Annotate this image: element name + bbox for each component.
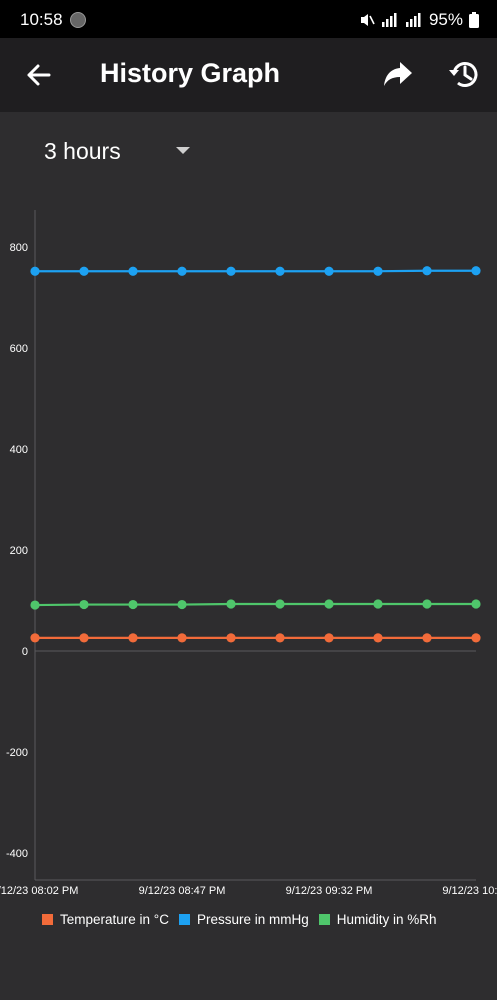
legend-label: Temperature in °C (60, 912, 169, 927)
y-tick-label: 400 (10, 444, 28, 456)
data-point (128, 599, 138, 610)
data-point (324, 266, 334, 276)
status-bar: 10:58 95% (0, 0, 497, 38)
mute-icon (360, 14, 375, 26)
time-range-value: 3 hours (44, 138, 121, 164)
notification-badge-icon (70, 12, 86, 28)
data-point (422, 599, 432, 609)
data-point (373, 599, 383, 609)
legend-item: Temperature in °C (42, 912, 169, 927)
y-tick-label: 600 (10, 343, 28, 355)
signal-icon (381, 13, 397, 27)
data-point (128, 633, 138, 643)
data-point (373, 633, 383, 643)
data-point (79, 266, 89, 276)
legend-swatch (318, 914, 330, 925)
data-point (275, 266, 285, 276)
battery-icon (469, 12, 479, 28)
signal-icon-2 (405, 13, 421, 27)
data-point (226, 599, 236, 609)
share-button[interactable] (380, 56, 416, 92)
page-title: History Graph (100, 58, 281, 88)
data-point (471, 633, 481, 643)
legend-swatch (178, 914, 190, 925)
x-tick-label: 9/12/23 09:32 PM (286, 885, 373, 897)
app-bar: History Graph (0, 38, 497, 112)
data-point (373, 266, 383, 276)
y-tick-label: -400 (6, 848, 28, 860)
chart-legend: Temperature in °C Pressure in mmHg Humidit… (42, 912, 437, 927)
data-point (226, 266, 236, 276)
legend-label: Humidity in %Rh (336, 912, 437, 927)
dropdown-caret-icon (176, 147, 190, 154)
legend-item: Humidity in %Rh (318, 912, 437, 927)
data-point (471, 266, 481, 276)
y-tick-label: 0 (22, 646, 28, 658)
y-tick-label: -200 (6, 747, 28, 759)
battery-percent: 95% (428, 10, 463, 29)
history-icon (449, 62, 478, 87)
x-tick-label: 9/12/23 08:47 PM (139, 885, 226, 897)
y-tick-label: 200 (10, 545, 28, 557)
back-button[interactable] (20, 56, 58, 94)
time-range-dropdown[interactable]: 3 hours (44, 134, 204, 172)
data-point (275, 633, 285, 643)
data-point (226, 633, 236, 643)
data-point (177, 266, 187, 276)
status-indicators: 95% (359, 10, 479, 30)
share-icon (384, 62, 412, 86)
arrow-left-icon (27, 64, 51, 86)
data-point (79, 599, 89, 610)
x-tick-label: 9/12/23 10:47 (442, 885, 497, 897)
history-button[interactable] (446, 56, 482, 92)
data-point (30, 266, 40, 276)
data-point (324, 633, 334, 643)
data-point (422, 633, 432, 643)
y-tick-label: 800 (10, 242, 28, 254)
legend-swatch (42, 914, 53, 925)
legend-label: Pressure in mmHg (196, 912, 309, 927)
data-point (177, 599, 187, 610)
data-point (471, 599, 481, 609)
data-point (128, 266, 138, 276)
data-point (275, 599, 285, 609)
data-point (422, 266, 432, 276)
data-point (324, 599, 334, 609)
legend-item: Pressure in mmHg (178, 912, 309, 927)
series-line (35, 269, 476, 273)
series-line (34, 602, 476, 607)
x-tick-label: 9/12/23 08:02 PM (0, 885, 78, 897)
status-time: 10:58 (20, 10, 63, 29)
data-point (177, 633, 187, 643)
data-point (30, 600, 40, 610)
data-point (30, 633, 40, 643)
data-point (79, 633, 89, 643)
